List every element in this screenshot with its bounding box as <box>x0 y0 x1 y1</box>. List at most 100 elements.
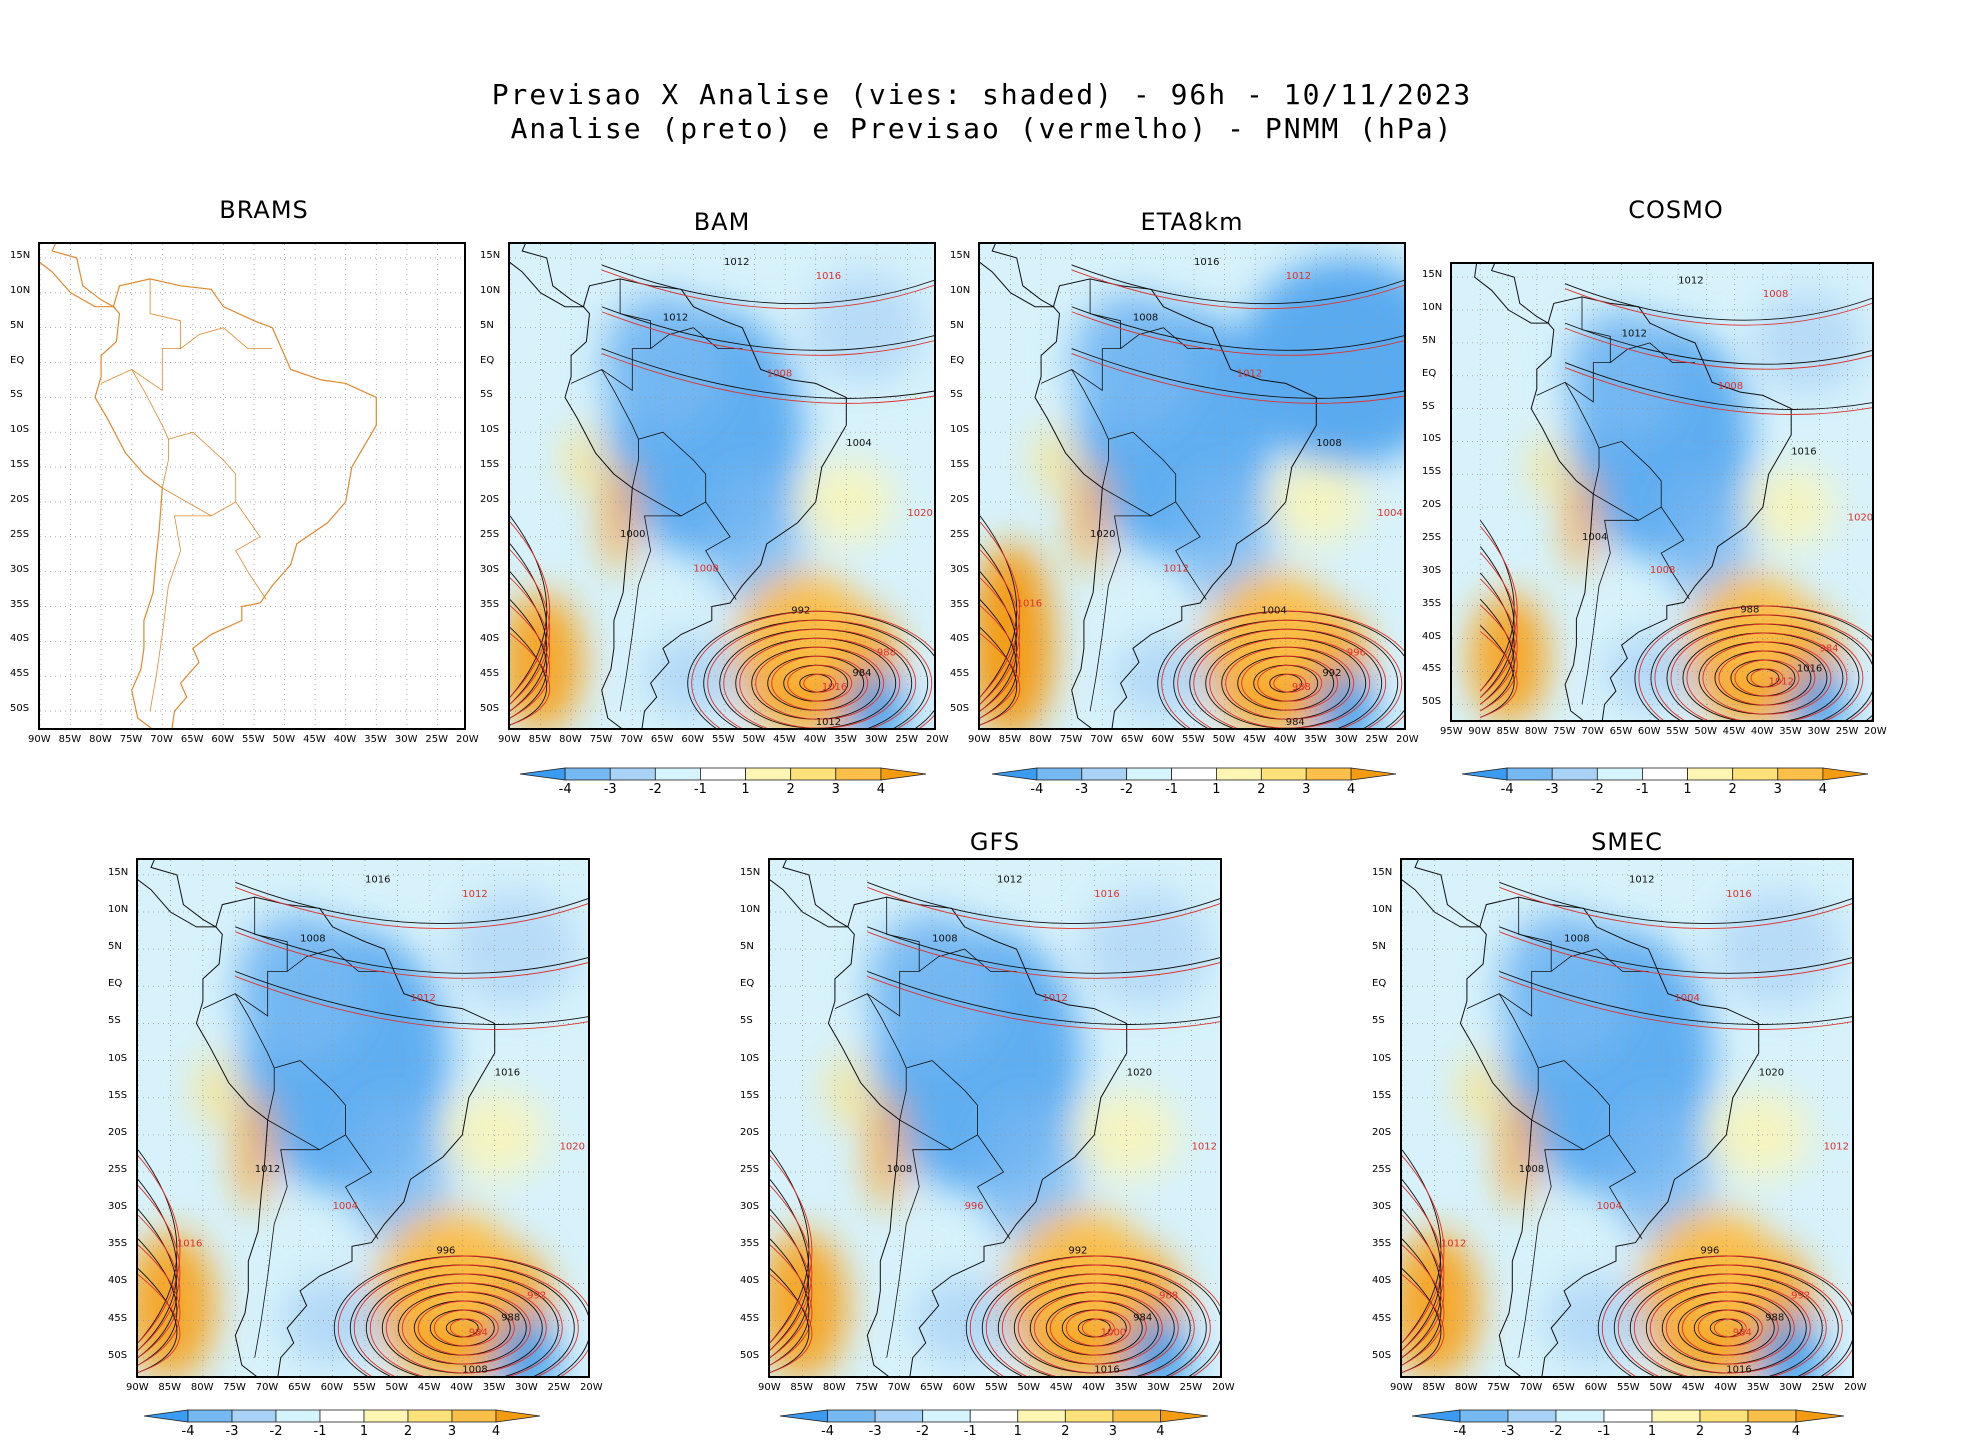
lon-tick-label: 60W <box>1584 1382 1608 1393</box>
isobar-label: 1004 <box>1377 508 1402 519</box>
lon-tick-label: 55W <box>985 1382 1008 1393</box>
lat-tick-label: 10S <box>480 424 500 436</box>
colorbar-label: 3 <box>447 1424 457 1439</box>
lon-tick-label: 80W <box>559 734 582 745</box>
forecast-isobar <box>1564 327 1872 370</box>
isobar-label: 996 <box>1700 1246 1719 1257</box>
forecast-isobar <box>1702 641 1832 715</box>
colorbar-label: 1 <box>1212 782 1221 797</box>
coastline <box>40 244 116 308</box>
forecast-isobar <box>1273 673 1307 693</box>
colorbar-bin <box>1596 767 1643 781</box>
colorbar-label: 4 <box>1791 1424 1801 1439</box>
bias-shading <box>1468 290 1865 720</box>
lon-tick-label: 60W <box>952 1382 976 1393</box>
colorbar-bin <box>609 767 656 781</box>
colorbar-label: -3 <box>225 1424 239 1439</box>
isobar-label: 1012 <box>1824 1142 1849 1153</box>
colorbar-bin <box>1305 767 1352 781</box>
forecast-isobar <box>1071 311 1404 356</box>
lon-tick-label: 45W <box>773 734 796 745</box>
forecast-isobar <box>771 655 869 711</box>
lon-tick-label: 60W <box>681 734 705 745</box>
lon-tick-label: 20W <box>1844 1382 1867 1393</box>
lon-tick-label: 35W <box>1779 726 1802 737</box>
isobar-label: 1012 <box>1678 276 1703 287</box>
isobar-label: 1020 <box>560 1142 585 1153</box>
isobar-label: 1008 <box>1763 289 1788 300</box>
map-svg: 1012 1016 1008 1004 1020 1012 1008 1004 996 992 98… <box>1402 860 1852 1376</box>
coastline <box>564 278 847 728</box>
forecast-isobar <box>1750 668 1784 688</box>
lat-tick-label: 35S <box>950 598 970 610</box>
lat-tick-label: 50S <box>480 703 500 715</box>
lat-tick-label: 10S <box>1372 1052 1392 1064</box>
lon-tick-label: 55W <box>1617 1382 1640 1393</box>
analysis-isobar <box>980 627 1017 726</box>
colorbar-bin <box>1459 1409 1509 1423</box>
lat-tick-label: 45S <box>950 668 970 680</box>
lon-tick-label: 30W <box>1779 1382 1802 1393</box>
lat-tick-label: 10N <box>1372 904 1393 915</box>
colorbar-bin <box>1555 1409 1605 1423</box>
lon-tick-label: 80W <box>190 1382 214 1393</box>
lon-tick-label: 80W <box>1029 734 1052 745</box>
lon-tick-label: 85W <box>790 1382 814 1393</box>
forecast-isobar <box>1193 628 1387 728</box>
lat-tick-label: 30S <box>10 563 30 575</box>
analysis-isobar <box>138 1179 178 1351</box>
isobar-label: 984 <box>469 1327 488 1338</box>
colorbar-bin <box>1064 1409 1114 1423</box>
isobar-label: 1020 <box>1759 1067 1784 1078</box>
analysis-isobar <box>601 264 934 305</box>
colorbar-bin <box>779 1409 828 1423</box>
colorbar-bin <box>1642 767 1688 781</box>
colorbar-bin <box>1171 767 1217 781</box>
lon-tick-label: 70W <box>150 734 173 745</box>
country-border <box>1040 368 1109 489</box>
country-border <box>1071 327 1213 392</box>
lon-tick-label: 90W <box>968 734 991 745</box>
lon-tick-label: 35W <box>1304 734 1327 745</box>
isobar-label: 1008 <box>932 934 957 945</box>
colorbar-label: 1 <box>741 782 750 797</box>
lat-tick-label: 15N <box>108 866 129 878</box>
forecast-isobar <box>1177 619 1403 728</box>
lat-tick-label: 5N <box>950 319 964 331</box>
country-border <box>906 1060 978 1135</box>
forecast-isobar <box>510 549 550 705</box>
lat-tick-label: 25S <box>740 1164 760 1175</box>
lon-tick-label: 20W <box>456 734 479 745</box>
lon-tick-label: 70W <box>255 1382 279 1393</box>
lon-tick-label: 90W <box>498 734 521 745</box>
colorbar-bin <box>1603 1409 1653 1423</box>
colorbar-label: 1 <box>1013 1424 1022 1439</box>
analysis-isobar <box>1402 1208 1442 1359</box>
forecast-isobar <box>1065 1309 1131 1347</box>
map-area: 1012 1016 1012 1008 1004 1020 1000 1008 992 988 98… <box>508 242 936 730</box>
forecast-isobar <box>691 610 934 728</box>
colorbar-bin <box>700 767 746 781</box>
lat-tick-label: EQ <box>1422 367 1437 379</box>
forecast-isobar <box>1479 525 1518 692</box>
country-border <box>274 1060 346 1135</box>
forecast-isobar <box>1665 1291 1795 1365</box>
forecast-isobar <box>1209 637 1371 728</box>
country-border <box>632 487 737 600</box>
lat-tick-label: 20S <box>480 493 500 505</box>
lon-tick-label: 50W <box>272 734 296 745</box>
lat-tick-label: 10S <box>740 1052 760 1064</box>
lon-tick-label: 65W <box>650 734 674 745</box>
lat-tick-label: EQ <box>950 354 965 366</box>
analysis-isobar <box>770 1208 810 1359</box>
forecast-isobar <box>867 976 1220 1030</box>
lat-tick-label: 35S <box>740 1238 760 1250</box>
forecast-isobar <box>353 1264 579 1376</box>
colorbar-bin <box>1160 1409 1209 1423</box>
isobar-label: 984 <box>1819 644 1838 655</box>
colorbar-bin <box>1350 767 1397 781</box>
lon-tick-label: 30W <box>1334 734 1358 745</box>
colorbar-label: -1 <box>693 782 707 797</box>
lon-tick-label: 80W <box>1524 726 1548 737</box>
lat-tick-label: 25S <box>1372 1164 1392 1175</box>
